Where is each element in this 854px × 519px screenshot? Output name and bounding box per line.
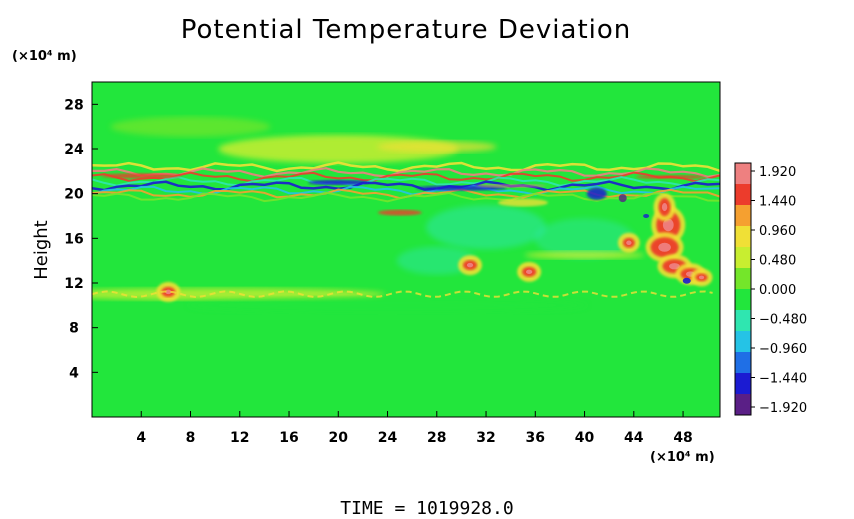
field-patch [525,269,533,275]
field-patch [308,180,369,185]
field-patch [635,174,706,179]
x-axis: 4 8 12 16 20 24 28 32 36 40 44 48 [136,411,693,446]
field-patch [643,214,650,218]
field-patch [165,289,172,295]
colorbar-swatch [735,184,751,206]
field-patch [626,240,632,246]
y-tick-label: 8 [69,321,79,337]
colorbar-tick-label: 0.000 [759,283,796,298]
x-tick-label: 12 [230,430,249,446]
x-tick-label: 28 [427,430,446,446]
colorbar-tick-label: 0.960 [759,224,796,239]
y-unit-label: (×10⁴ m) [12,49,77,64]
field-stripe [92,180,720,192]
x-tick-label: 44 [624,430,644,446]
x-tick-label: 32 [476,430,495,446]
field-stripe [92,161,720,173]
colorbar-swatch [735,268,751,290]
colorbar-tick-label: 1.920 [759,165,796,180]
field-patch [662,218,674,232]
x-tick-label: 16 [279,430,298,446]
colorbar-swatch [735,205,751,227]
y-axis-label: Height [31,220,52,280]
field-patch [698,275,705,280]
colorbar-tick-label: −1.440 [759,372,807,387]
field-patch [466,262,474,268]
field-patch [377,209,422,216]
y-tick-label: 12 [64,276,83,292]
y-tick-label: 20 [64,187,84,203]
colorbar-swatch [735,352,751,374]
field-stripe [92,175,720,187]
x-tick-label: 8 [186,430,196,446]
x-tick-label: 20 [329,430,349,446]
field-features [92,116,720,314]
colorbar-swatch [735,289,751,311]
field-patch [396,246,477,275]
colorbar-tick-label: 0.480 [759,254,796,269]
colorbar-swatch [735,310,751,332]
field-patch [586,187,607,200]
field-patch [101,173,182,179]
colorbar-swatch [735,373,751,395]
x-tick-label: 48 [673,430,692,446]
colorbar-tick-label: −0.960 [759,342,807,357]
field-patch [416,185,507,191]
field-patch [661,203,668,212]
time-footer: TIME = 1019928.0 [340,498,513,519]
x-tick-label: 4 [136,430,146,446]
field-patch [376,140,497,153]
colorbar: 1.920 1.440 0.960 0.480 0.000 −0.480 −0.960 −1.… [734,162,807,416]
colorbar-swatch [735,226,751,248]
field-patch [524,251,645,260]
x-unit-label: (×10⁴ m) [650,450,715,465]
colorbar-swatch [735,247,751,269]
field-stripe [92,184,720,196]
x-tick-label: 36 [526,430,545,446]
field-patch [658,242,671,252]
colorbar-swatch [735,394,751,416]
field-patch [497,198,548,207]
y-tick-label: 28 [64,97,83,113]
field-patch [682,277,691,284]
x-tick-label: 24 [378,430,398,446]
field-patch [534,218,635,259]
heatmap-field [92,82,720,417]
field-patch [110,116,271,137]
y-tick-label: 24 [64,142,84,158]
colorbar-tick-label: −1.920 [759,401,807,416]
colorbar-tick-label: 1.440 [759,195,796,210]
plot-frame [91,81,721,418]
y-tick-label: 16 [64,231,83,247]
colorbar-swatch [735,163,751,185]
colorbar-tick-label: −0.480 [759,313,807,328]
field-patch [618,194,627,203]
field-stripe [92,290,713,299]
field-patch [669,263,680,270]
y-tick-label: 4 [69,365,79,381]
field-stripe [92,171,720,183]
field-patch [187,297,588,314]
y-axis: 4 8 12 16 20 24 28 [64,97,98,381]
colorbar-swatch [735,331,751,353]
field-patch [475,184,546,188]
field-patch [218,135,459,163]
field-patch [426,205,547,250]
chart-title: Potential Temperature Deviation [181,15,632,45]
x-tick-label: 40 [575,430,595,446]
